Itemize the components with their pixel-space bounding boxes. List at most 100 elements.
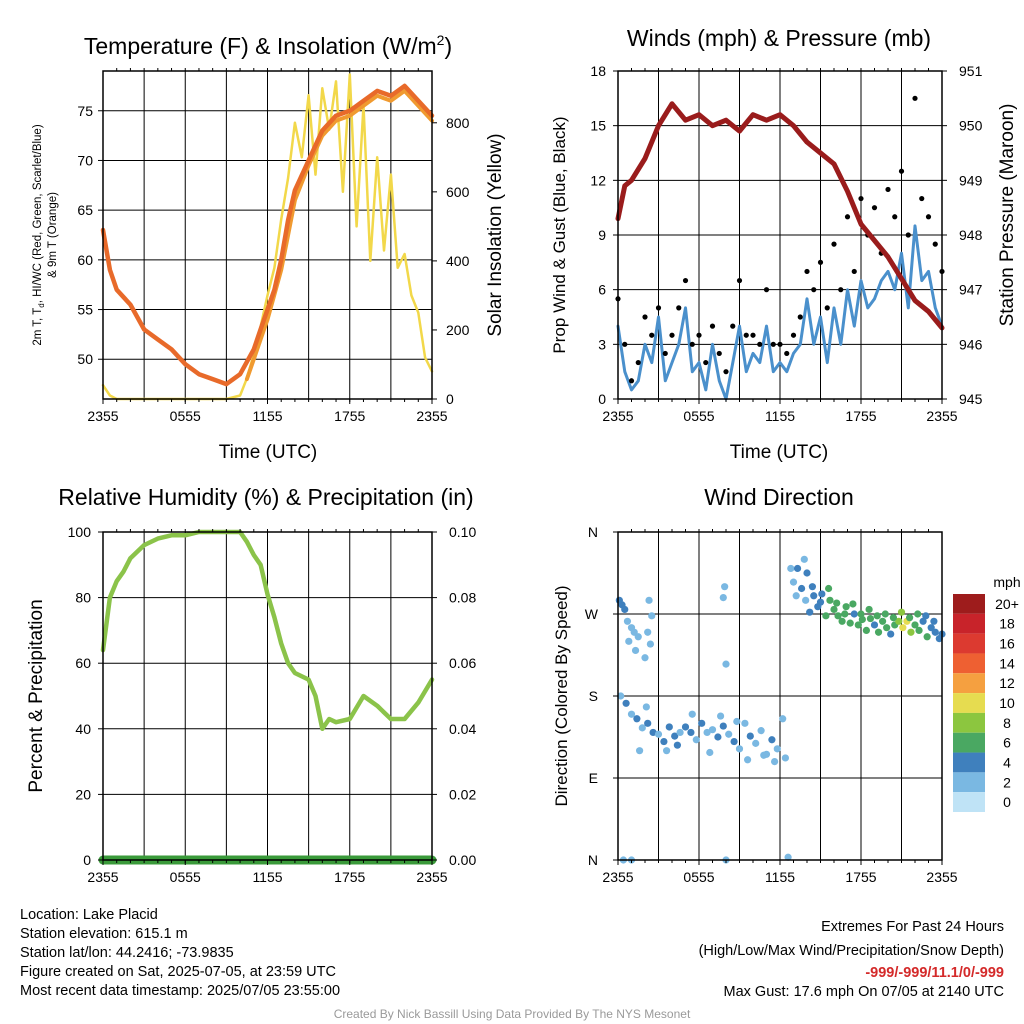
legend-swatch [953, 712, 985, 733]
extremes-title: Extremes For Past 24 Hours [821, 919, 1004, 935]
panel-3: 2355 0555 1155 1755 23550204060801000.000.02… [26, 484, 476, 885]
legend-label: 10 [999, 695, 1015, 711]
direction-point [681, 723, 690, 731]
direction-point [642, 703, 650, 711]
x-tick-label: 1755 [845, 869, 876, 885]
direction-point [841, 610, 849, 618]
direction-point [730, 737, 738, 746]
direction-point [897, 608, 906, 616]
gust-point [696, 332, 702, 338]
direction-point [887, 630, 895, 638]
x-tick-label: 1155 [765, 869, 795, 885]
direction-point [735, 745, 744, 753]
direction-point [725, 730, 733, 738]
direction-point [923, 633, 931, 641]
x-tick-label: 0555 [170, 408, 201, 424]
y-tick-label-left: 50 [77, 351, 93, 367]
direction-point [879, 617, 887, 625]
direction-point [641, 654, 649, 662]
direction-point [911, 621, 919, 629]
direction-point [722, 660, 730, 668]
x-tick-label: 0555 [683, 408, 714, 424]
x-tick-label: 1155 [252, 408, 282, 424]
direction-point [793, 564, 802, 573]
panel-2: 2355 0555 1155 1755 235503691215189459469479… [550, 25, 1018, 463]
legend-swatch [953, 673, 985, 694]
direction-point [768, 736, 776, 744]
x-tick-label: 1755 [334, 869, 365, 885]
legend-label: 12 [999, 675, 1015, 691]
legend-swatch [953, 752, 985, 773]
y-tick-label-right: 0.04 [449, 721, 476, 737]
direction-point [638, 724, 646, 732]
gust-point [871, 205, 878, 211]
gust-point [763, 287, 770, 293]
legend-swatch [953, 792, 985, 812]
gust-point [824, 305, 830, 311]
legend-title: mph [993, 574, 1020, 590]
legend-label: 20+ [995, 596, 1019, 612]
y-tick-label-right: 800 [446, 115, 470, 131]
y-tick-label-left: 6 [598, 282, 606, 298]
gust-point [932, 241, 938, 247]
y-tick-label-right: 200 [446, 322, 470, 338]
latlon-text: Station lat/lon: 44.2416; -73.9835 [20, 945, 234, 961]
direction-point [816, 598, 825, 606]
direction-point [733, 717, 741, 726]
gust-point [770, 341, 776, 347]
direction-point [858, 615, 866, 624]
series-prop-wind [616, 224, 944, 401]
direction-point [850, 610, 858, 618]
y-tick-label-left: N [588, 852, 598, 868]
legend-label: 18 [999, 616, 1015, 632]
chart-title: Wind Direction [704, 484, 854, 510]
x-tick-label: 2355 [416, 408, 447, 424]
direction-point [810, 592, 818, 600]
direction-point [692, 736, 700, 744]
gust-point [723, 369, 729, 375]
legend-swatch [953, 633, 985, 654]
direction-point [838, 617, 846, 625]
direction-point [673, 741, 682, 749]
direction-point [706, 748, 714, 757]
extremes-values: -999/-999/11.1/0/-999 [865, 965, 1004, 981]
direction-point [784, 853, 792, 861]
direction-point [849, 600, 857, 608]
direction-point [779, 715, 787, 723]
y-axis-label-left: 2m T, Td, HI/WC (Red, Green, Scarlet/Blu… [32, 124, 46, 345]
x-tick-label: 2355 [926, 408, 957, 424]
direction-point [826, 596, 834, 604]
direction-point [870, 621, 879, 629]
direction-point [760, 751, 768, 759]
gust-point [635, 359, 641, 366]
y-tick-label-left: 9 [598, 227, 606, 243]
direction-point [866, 614, 875, 623]
direction-point [808, 583, 817, 591]
direction-point [654, 730, 663, 738]
direction-point [883, 624, 891, 632]
legend-swatch [953, 594, 985, 614]
direction-point [721, 583, 729, 591]
gust-point [757, 341, 763, 347]
direction-point [834, 612, 842, 620]
y-tick-label-left: 18 [590, 63, 606, 79]
y-axis-label-right: Station Pressure (Maroon) [997, 104, 1018, 327]
direction-point [889, 614, 898, 622]
x-tick-label: 1755 [334, 408, 365, 424]
direction-point [798, 584, 806, 593]
direction-point [622, 699, 630, 707]
legend-label: 8 [1003, 715, 1011, 731]
direction-point [842, 603, 850, 611]
x-axis-label: Time (UTC) [730, 442, 829, 463]
gust-point [622, 341, 628, 347]
direction-point [633, 715, 641, 723]
y-tick-label-left: E [589, 770, 598, 786]
y-tick-label-left: 0 [598, 391, 606, 407]
gust-point [838, 287, 844, 293]
direction-point [930, 617, 938, 625]
location-text: Location: Lake Placid [20, 907, 158, 923]
x-tick-label: 2355 [602, 408, 633, 424]
gust-point [811, 287, 817, 293]
